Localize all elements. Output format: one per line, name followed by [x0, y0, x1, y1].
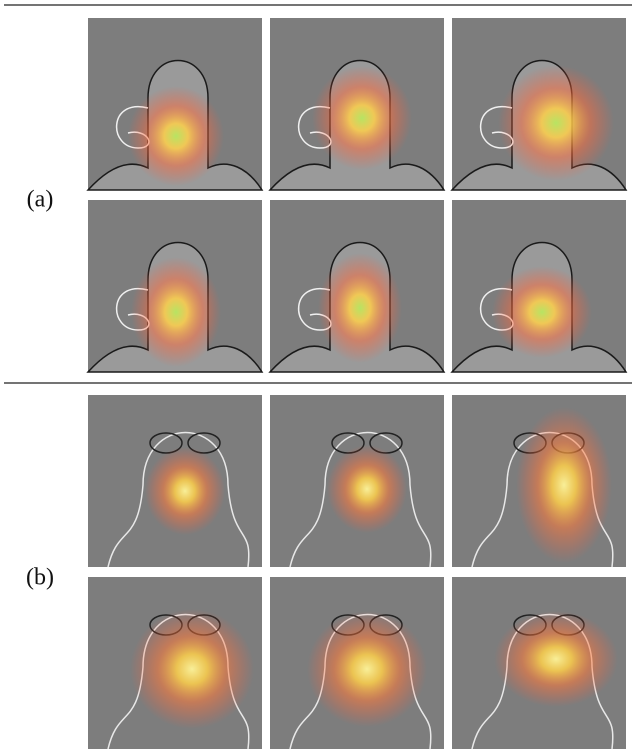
saliency-glow: [516, 407, 612, 563]
image-tile: [452, 18, 626, 190]
saliency-glow: [307, 611, 427, 727]
saliency-glow: [312, 66, 412, 170]
saliency-glow: [318, 253, 402, 363]
saliency-glow: [128, 86, 224, 186]
saliency-glow: [498, 65, 614, 181]
image-tile: [270, 18, 444, 190]
image-tile: [88, 577, 262, 749]
image-tile: [270, 577, 444, 749]
image-tile: [452, 200, 626, 372]
image-tile: [88, 18, 262, 190]
figure: (a) (b): [0, 0, 634, 754]
panel-label: (a): [27, 187, 54, 213]
panel-label: (b): [26, 565, 54, 591]
image-tile: [452, 395, 626, 567]
saliency-glow: [492, 266, 592, 358]
image-tile: [88, 395, 262, 567]
saliency-glow: [327, 445, 407, 533]
image-tile: [452, 577, 626, 749]
image-tile: [270, 200, 444, 372]
image-tile: [88, 200, 262, 372]
saliency-glow: [130, 609, 254, 729]
saliency-glow: [131, 257, 221, 367]
image-tile: [270, 395, 444, 567]
saliency-glow: [494, 611, 618, 707]
saliency-glow: [145, 447, 225, 535]
